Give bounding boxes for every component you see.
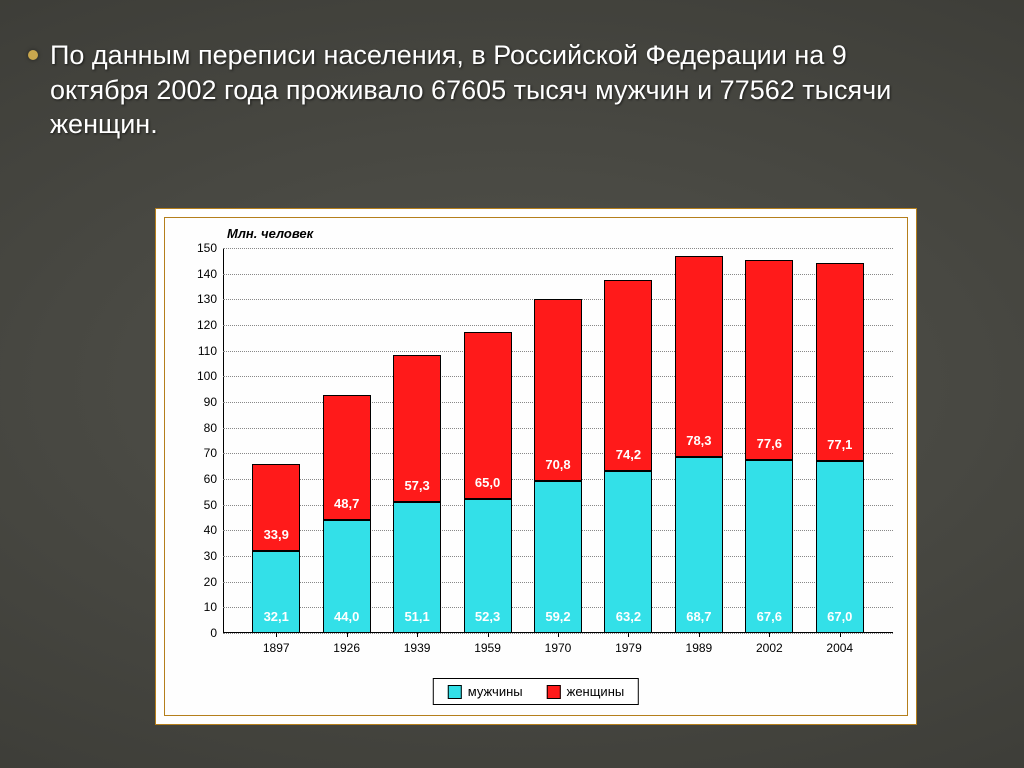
y-tick-label: 30 — [185, 549, 217, 563]
slide-background: По данным переписи населения, в Российск… — [0, 0, 1024, 768]
x-tick — [276, 633, 277, 637]
bar-female: 77,6 — [745, 260, 793, 459]
bar-group: 32,133,91897 — [252, 464, 300, 633]
bar-female: 33,9 — [252, 464, 300, 551]
y-tick-label: 150 — [185, 241, 217, 255]
bar-group: 67,077,12004 — [816, 263, 864, 633]
chart-inner: Млн. человек 010203040506070809010011012… — [164, 217, 908, 716]
x-tick-label: 1979 — [593, 641, 663, 655]
y-tick-label: 50 — [185, 498, 217, 512]
legend: мужчины женщины — [433, 678, 639, 705]
y-tick-label: 120 — [185, 318, 217, 332]
bar-group: 51,157,31939 — [393, 355, 441, 633]
y-tick-label: 10 — [185, 600, 217, 614]
x-tick — [558, 633, 559, 637]
x-tick — [417, 633, 418, 637]
legend-label-female: женщины — [567, 684, 625, 699]
bar-value-male: 44,0 — [324, 609, 370, 624]
bar-value-female: 57,3 — [394, 478, 440, 493]
y-tick-label: 140 — [185, 267, 217, 281]
bar-female: 65,0 — [464, 332, 512, 499]
bar-male: 51,1 — [393, 502, 441, 633]
legend-swatch-female — [547, 685, 561, 699]
bar-value-male: 67,6 — [746, 609, 792, 624]
bar-value-female: 48,7 — [324, 496, 370, 511]
bar-female: 70,8 — [534, 299, 582, 481]
chart-container: Млн. человек 010203040506070809010011012… — [155, 208, 917, 725]
x-tick — [628, 633, 629, 637]
bar-female: 48,7 — [323, 395, 371, 520]
bar-value-male: 67,0 — [817, 609, 863, 624]
bar-value-male: 51,1 — [394, 609, 440, 624]
x-tick-label: 1989 — [664, 641, 734, 655]
grid-line — [223, 248, 893, 249]
x-tick-label: 1897 — [241, 641, 311, 655]
bar-female: 77,1 — [816, 263, 864, 461]
bar-male: 59,2 — [534, 481, 582, 633]
y-tick-label: 60 — [185, 472, 217, 486]
bar-value-male: 32,1 — [253, 609, 299, 624]
y-axis-title: Млн. человек — [227, 226, 313, 241]
bar-female: 74,2 — [604, 280, 652, 470]
x-tick — [347, 633, 348, 637]
bar-value-male: 68,7 — [676, 609, 722, 624]
bar-male: 63,2 — [604, 471, 652, 633]
bar-male: 44,0 — [323, 520, 371, 633]
y-tick-label: 100 — [185, 369, 217, 383]
bar-group: 63,274,21979 — [604, 280, 652, 633]
legend-label-male: мужчины — [468, 684, 523, 699]
bar-value-female: 70,8 — [535, 457, 581, 472]
x-tick-label: 1939 — [382, 641, 452, 655]
y-tick-label: 80 — [185, 421, 217, 435]
x-tick-label: 2002 — [734, 641, 804, 655]
bar-female: 57,3 — [393, 355, 441, 502]
x-tick — [840, 633, 841, 637]
bar-male: 32,1 — [252, 551, 300, 633]
bar-value-female: 78,3 — [676, 433, 722, 448]
bar-group: 67,677,62002 — [745, 260, 793, 633]
bar-male: 68,7 — [675, 457, 723, 633]
legend-swatch-male — [448, 685, 462, 699]
bar-group: 52,365,01959 — [464, 332, 512, 633]
legend-item-female: женщины — [547, 684, 625, 699]
bar-value-male: 59,2 — [535, 609, 581, 624]
x-tick-label: 1926 — [312, 641, 382, 655]
bullet-icon — [28, 50, 38, 60]
bar-group: 44,048,71926 — [323, 395, 371, 633]
bar-value-female: 77,6 — [746, 436, 792, 451]
bar-group: 59,270,81970 — [534, 299, 582, 633]
legend-item-male: мужчины — [448, 684, 523, 699]
x-tick — [769, 633, 770, 637]
slide-body-text: По данным переписи населения, в Российск… — [50, 38, 930, 142]
x-tick — [699, 633, 700, 637]
bar-value-female: 33,9 — [253, 527, 299, 542]
y-tick-label: 0 — [185, 626, 217, 640]
bar-value-female: 65,0 — [465, 475, 511, 490]
y-tick-label: 70 — [185, 446, 217, 460]
y-tick-label: 40 — [185, 523, 217, 537]
y-tick-label: 110 — [185, 344, 217, 358]
y-tick-label: 90 — [185, 395, 217, 409]
plot-area: 010203040506070809010011012013014015032,… — [223, 248, 893, 633]
x-tick-label: 2004 — [805, 641, 875, 655]
bar-group: 68,778,31989 — [675, 256, 723, 633]
bar-male: 67,6 — [745, 460, 793, 634]
bar-male: 52,3 — [464, 499, 512, 633]
y-axis — [223, 248, 224, 633]
bar-female: 78,3 — [675, 256, 723, 457]
x-tick-label: 1959 — [453, 641, 523, 655]
bar-male: 67,0 — [816, 461, 864, 633]
bar-value-female: 74,2 — [605, 447, 651, 462]
x-tick — [488, 633, 489, 637]
bar-value-male: 52,3 — [465, 609, 511, 624]
y-tick-label: 130 — [185, 292, 217, 306]
x-tick-label: 1970 — [523, 641, 593, 655]
y-tick-label: 20 — [185, 575, 217, 589]
bar-value-male: 63,2 — [605, 609, 651, 624]
bar-value-female: 77,1 — [817, 437, 863, 452]
